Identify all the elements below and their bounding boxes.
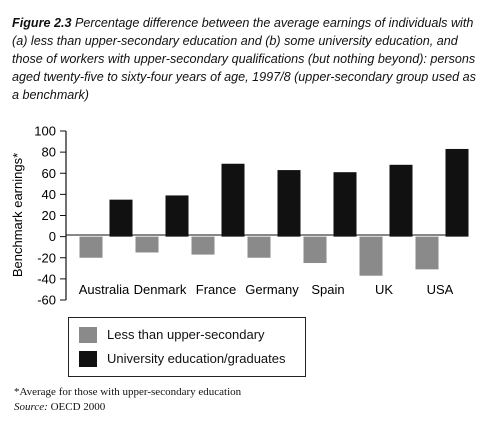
y-axis: 100 80 60 40 20 0 -20 -40 -60 Benchmark earnings… <box>10 124 67 308</box>
figure-label: Figure 2.3 <box>12 16 72 30</box>
bar-less-than-upper-secondary <box>359 236 383 276</box>
y-tick-label: -40 <box>37 271 56 286</box>
bar-less-than-upper-secondary <box>415 236 439 270</box>
bar-less-than-upper-secondary <box>247 236 271 258</box>
legend-label: Less than upper-secondary <box>107 327 265 342</box>
bar-less-than-upper-secondary <box>191 236 215 255</box>
x-labels: Australia Denmark France Germany Spain UK USA <box>79 282 454 297</box>
x-tick-label: Germany <box>245 282 299 297</box>
figure-caption-text: Percentage difference between the averag… <box>12 16 476 102</box>
x-tick-label: Denmark <box>134 282 187 297</box>
x-tick-label: UK <box>375 282 393 297</box>
y-tick-label: 100 <box>34 124 56 139</box>
bar-university <box>445 148 469 237</box>
y-tick-label: 0 <box>49 229 56 244</box>
bar-university <box>165 195 189 237</box>
bar-university <box>109 199 133 237</box>
y-axis-label: Benchmark earnings* <box>10 153 25 277</box>
legend-label: University education/graduates <box>107 351 286 366</box>
x-tick-label: Spain <box>311 282 344 297</box>
legend: Less than upper-secondary University edu… <box>68 317 306 377</box>
source: Source: OECD 2000 <box>14 400 105 415</box>
legend-swatch-grey <box>79 327 97 343</box>
y-tick-label: -20 <box>37 250 56 265</box>
source-text: OECD 2000 <box>50 401 106 413</box>
bar-university <box>333 172 357 237</box>
footnote: *Average for those with upper-secondary … <box>14 386 242 398</box>
y-tick-label: 20 <box>42 208 56 223</box>
figure-caption: Figure 2.3 Percentage difference between… <box>12 14 484 104</box>
bar-less-than-upper-secondary <box>79 236 103 258</box>
y-ticks: 100 80 60 40 20 0 -20 -40 -60 <box>34 124 66 308</box>
bar-university <box>277 170 301 237</box>
x-tick-label: Australia <box>79 282 130 297</box>
x-tick-label: France <box>196 282 236 297</box>
x-tick-label: USA <box>427 282 454 297</box>
legend-swatch-black <box>79 351 97 367</box>
y-tick-label: -60 <box>37 293 56 308</box>
bar-less-than-upper-secondary <box>135 236 159 253</box>
bar-university <box>389 164 413 237</box>
y-tick-label: 80 <box>42 145 56 160</box>
bar-chart: 100 80 60 40 20 0 -20 -40 -60 Benchmark earnings… <box>10 124 469 308</box>
bar-less-than-upper-secondary <box>303 236 327 264</box>
y-tick-label: 40 <box>42 187 56 202</box>
bar-university <box>221 163 245 237</box>
bars <box>79 148 469 276</box>
y-tick-label: 60 <box>42 166 56 181</box>
source-label: Source: <box>14 401 48 413</box>
